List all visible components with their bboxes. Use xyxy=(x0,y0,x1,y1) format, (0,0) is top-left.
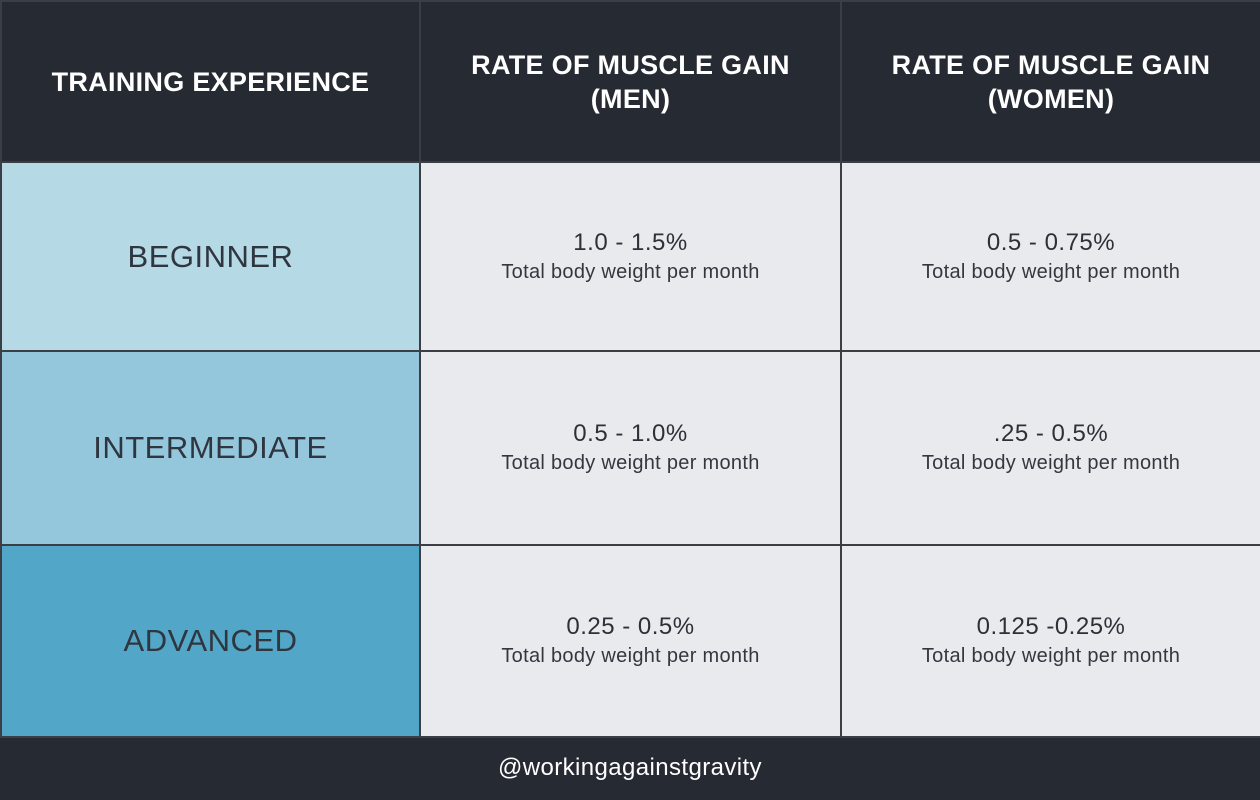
table-row-intermediate: INTERMEDIATE 0.5 - 1.0% Total body weigh… xyxy=(0,350,1260,546)
men-rate-cell: 0.5 - 1.0% Total body weight per month xyxy=(419,350,842,546)
table-row-beginner: BEGINNER 1.0 - 1.5% Total body weight pe… xyxy=(0,161,1260,352)
footer-handle: @workingagainstgravity xyxy=(498,754,762,781)
rate-note: Total body weight per month xyxy=(501,452,760,474)
header-men: RATE OF MUSCLE GAIN (MEN) xyxy=(419,0,842,163)
rate-range: 0.125 -0.25% xyxy=(976,613,1126,640)
rate-note: Total body weight per month xyxy=(921,260,1181,283)
muscle-gain-table: TRAINING EXPERIENCE RATE OF MUSCLE GAIN … xyxy=(0,0,1260,738)
rate-range: 0.5 - 0.75% xyxy=(986,228,1116,256)
women-rate-cell: 0.5 - 0.75% Total body weight per month xyxy=(840,161,1260,352)
men-rate-cell: 0.25 - 0.5% Total body weight per month xyxy=(419,544,842,738)
rate-range: 1.0 - 1.5% xyxy=(573,228,688,256)
header-label: RATE OF MUSCLE GAIN (MEN) xyxy=(471,49,790,114)
table-header-row: TRAINING EXPERIENCE RATE OF MUSCLE GAIN … xyxy=(0,0,1260,163)
rate-range: 0.25 - 0.5% xyxy=(566,613,695,640)
header-women: RATE OF MUSCLE GAIN (WOMEN) xyxy=(840,0,1260,163)
women-rate-cell: .25 - 0.5% Total body weight per month xyxy=(840,350,1260,546)
rate-range: .25 - 0.5% xyxy=(993,420,1109,447)
header-label: RATE OF MUSCLE GAIN (WOMEN) xyxy=(891,49,1211,114)
header-training-experience: TRAINING EXPERIENCE xyxy=(0,0,421,163)
level-cell: INTERMEDIATE xyxy=(0,350,421,546)
rate-note: Total body weight per month xyxy=(921,452,1181,474)
rate-note: Total body weight per month xyxy=(501,645,760,667)
level-cell: ADVANCED xyxy=(0,544,421,738)
table-row-advanced: ADVANCED 0.25 - 0.5% Total body weight p… xyxy=(0,544,1260,738)
level-cell: BEGINNER xyxy=(0,161,421,352)
women-rate-cell: 0.125 -0.25% Total body weight per month xyxy=(840,544,1260,738)
men-rate-cell: 1.0 - 1.5% Total body weight per month xyxy=(419,161,842,352)
header-label: TRAINING EXPERIENCE xyxy=(51,66,370,97)
rate-note: Total body weight per month xyxy=(921,645,1181,667)
rate-note: Total body weight per month xyxy=(501,260,760,283)
rate-range: 0.5 - 1.0% xyxy=(573,420,688,447)
